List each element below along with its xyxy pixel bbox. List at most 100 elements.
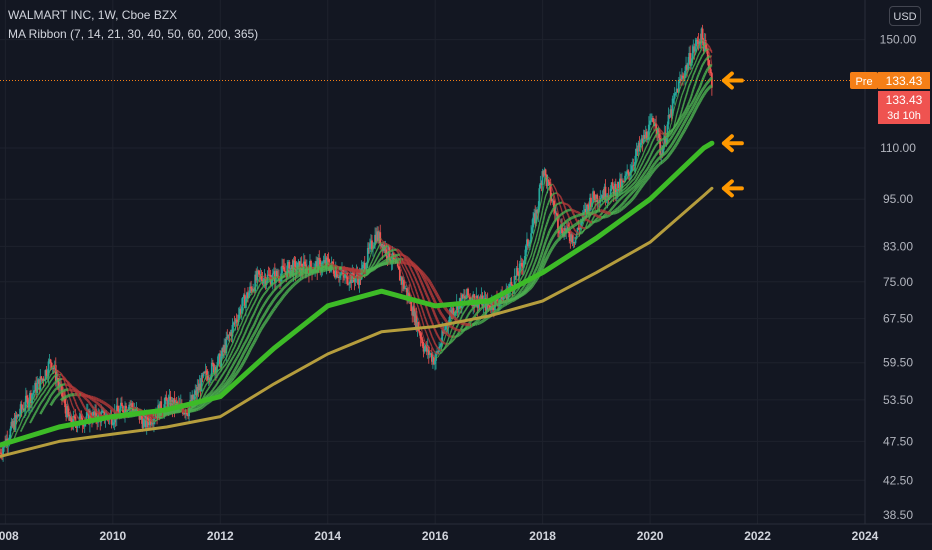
ma-ribbon-segment	[415, 270, 419, 274]
ma-ribbon-segment	[599, 204, 603, 208]
ma-ribbon-segment	[245, 344, 250, 348]
ma-ribbon-segment	[408, 264, 412, 268]
ma-ribbon-segment	[626, 188, 629, 191]
ma-ribbon-segment	[275, 286, 278, 290]
ma-ribbon-segment	[349, 273, 352, 276]
candle-body	[130, 403, 133, 406]
ma-ribbon-segment	[682, 102, 685, 107]
candle-body	[321, 262, 324, 269]
ma-ribbon-segment	[216, 374, 219, 377]
ma-ribbon-segment	[459, 326, 463, 330]
ma-ribbon-segment	[457, 333, 461, 337]
ma-ribbon-segment	[24, 407, 27, 411]
ma-ribbon-segment	[420, 317, 424, 322]
ma-ribbon-segment	[260, 287, 264, 290]
ma-ribbon-segment	[218, 388, 221, 392]
ma-ribbon-segment	[407, 277, 410, 282]
ma-ribbon-segment	[416, 294, 420, 298]
candle-body	[643, 134, 646, 139]
ma-ribbon-segment	[401, 264, 404, 268]
ma-ribbon-segment	[442, 348, 445, 351]
ma-ribbon-segment	[35, 391, 38, 394]
ma-ribbon-segment	[465, 316, 468, 320]
ma-ribbon-segment	[282, 286, 286, 290]
ma-ribbon-segment	[368, 257, 371, 262]
ma-ribbon-segment	[356, 273, 360, 276]
ma-ribbon-segment	[218, 385, 221, 389]
ma-ribbon-segment	[553, 218, 557, 222]
ma-ribbon-segment	[548, 197, 552, 201]
ma-ribbon-segment	[522, 267, 525, 269]
candle-body	[529, 241, 531, 245]
ma-ribbon-segment	[457, 309, 460, 312]
ma-ribbon-segment	[678, 102, 681, 108]
candle-body	[574, 237, 577, 244]
ma-ribbon-segment	[190, 407, 193, 410]
candle-body	[419, 333, 422, 339]
ma-ribbon-segment	[538, 246, 542, 251]
ma-ribbon-segment	[529, 272, 532, 276]
ma-ribbon-segment	[697, 52, 701, 56]
ma-ribbon-segment	[585, 223, 588, 227]
ma-ribbon-segment	[645, 153, 648, 157]
ma-ribbon-segment	[660, 132, 663, 135]
ma-ribbon-segment	[393, 247, 396, 250]
ma-ribbon-segment	[93, 399, 96, 403]
ma-ribbon-segment	[63, 376, 66, 379]
ma-ribbon-segment	[248, 295, 251, 298]
ma-ribbon-segment	[435, 331, 438, 335]
ma-ribbon-segment	[423, 337, 426, 342]
candle-body	[585, 204, 588, 214]
candle-body	[139, 414, 142, 420]
ma-ribbon-segment	[232, 370, 236, 374]
ma-ribbon-segment	[123, 408, 126, 411]
ma-ribbon-segment	[656, 150, 660, 154]
ma-ribbon-segment	[264, 290, 268, 294]
ma-ribbon-segment	[225, 366, 229, 370]
ma-ribbon-segment	[683, 99, 686, 104]
candle-body	[10, 421, 13, 429]
ma-ribbon-segment	[621, 189, 624, 192]
ma-ribbon-segment	[538, 219, 542, 225]
ma-ribbon-segment	[62, 389, 65, 393]
ma-ribbon-segment	[383, 246, 386, 249]
ma-ribbon-segment	[54, 364, 57, 368]
candle-body	[609, 188, 612, 197]
candle-body	[595, 194, 598, 202]
ma-ribbon-segment	[622, 185, 625, 188]
ma-ribbon-segment	[346, 270, 349, 274]
ma-ribbon-segment	[20, 412, 23, 417]
ma-ribbon-segment	[25, 411, 28, 414]
ma-ribbon-segment	[550, 209, 554, 213]
ma-ribbon-segment	[291, 267, 294, 270]
ma-ribbon-segment	[524, 275, 527, 279]
ma-ribbon-segment	[643, 150, 646, 154]
ma-ribbon-segment	[705, 48, 708, 52]
candle-body	[694, 46, 697, 52]
ma-ribbon-segment	[681, 92, 684, 96]
candle-body	[357, 277, 360, 285]
ma-ribbon-segment	[703, 44, 706, 47]
ma-ribbon-segment	[52, 382, 56, 385]
candle-body	[214, 367, 216, 373]
ma-ribbon-segment	[240, 337, 244, 341]
ma-ribbon-segment	[701, 53, 705, 56]
ma-ribbon-segment	[465, 297, 468, 300]
ma-ribbon-segment	[649, 130, 652, 133]
ma-ribbon-segment	[287, 271, 290, 274]
candle-body	[45, 370, 48, 376]
candle-body	[426, 346, 429, 352]
ma-ribbon-segment	[419, 303, 423, 308]
ma-ribbon-segment	[624, 186, 627, 190]
ma-ribbon-segment	[583, 228, 586, 232]
ma-ribbon-segment	[518, 290, 522, 293]
ma-ribbon-segment	[672, 111, 675, 117]
ma-ribbon-segment	[231, 355, 235, 359]
candle-body	[527, 239, 529, 247]
ma-ribbon-segment	[22, 410, 25, 413]
candle-body	[69, 416, 72, 421]
ma-ribbon-segment	[226, 343, 229, 348]
candle-body	[689, 53, 692, 66]
